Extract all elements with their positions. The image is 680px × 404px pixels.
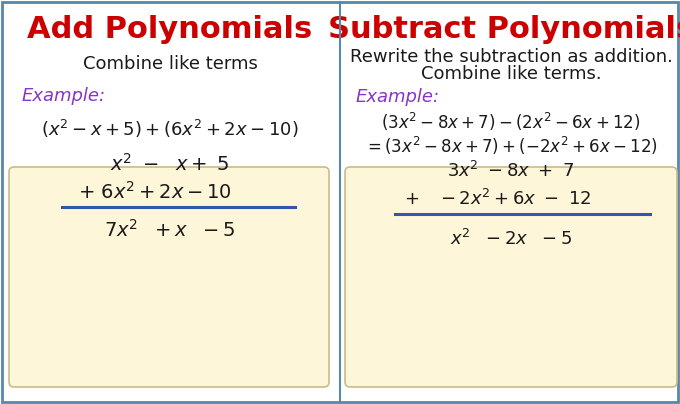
Text: $\left(3x^2-8x+7\right)-\left(2x^2-6x+12\right)$: $\left(3x^2-8x+7\right)-\left(2x^2-6x+12… (381, 111, 641, 133)
Text: Combine like terms.: Combine like terms. (421, 65, 601, 83)
Text: Subtract Polynomials: Subtract Polynomials (328, 15, 680, 44)
Text: $7x^2\ \ +x\ \ -5$: $7x^2\ \ +x\ \ -5$ (104, 219, 236, 241)
FancyBboxPatch shape (345, 167, 677, 387)
Text: Rewrite the subtraction as addition.: Rewrite the subtraction as addition. (350, 48, 673, 66)
Text: Example:: Example: (356, 88, 440, 106)
Text: $=\left(3x^2-8x+7\right)+\left(-2x^2+6x-12\right)$: $=\left(3x^2-8x+7\right)+\left(-2x^2+6x-… (364, 135, 658, 157)
FancyBboxPatch shape (9, 167, 329, 387)
Text: $\left(x^2-x+5\right)+\left(6x^2+2x-10\right)$: $\left(x^2-x+5\right)+\left(6x^2+2x-10\r… (41, 118, 299, 140)
Text: $+\quad -2x^2+6x\ -\ 12$: $+\quad -2x^2+6x\ -\ 12$ (405, 189, 592, 209)
Text: $3x^2\ -8x\ +\ 7$: $3x^2\ -8x\ +\ 7$ (447, 161, 575, 181)
Text: $+\ 6x^2+2x-10$: $+\ 6x^2+2x-10$ (78, 181, 232, 203)
Text: $x^2\ -\ \ x+\ 5$: $x^2\ -\ \ x+\ 5$ (110, 153, 230, 175)
Text: Combine like terms: Combine like terms (82, 55, 258, 73)
Text: $x^2\ \ -2x\ \ -5$: $x^2\ \ -2x\ \ -5$ (450, 229, 572, 249)
Text: Example:: Example: (22, 87, 106, 105)
Text: Add Polynomials: Add Polynomials (27, 15, 313, 44)
